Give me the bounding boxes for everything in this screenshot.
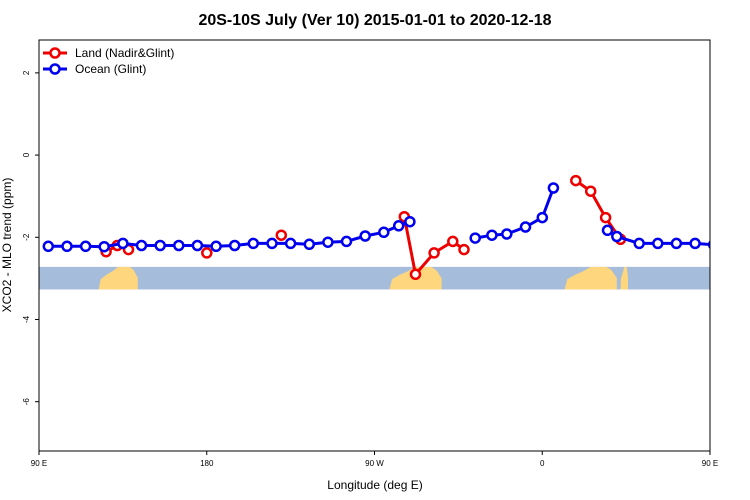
y-axis-label: XCO2 - MLO trend (ppm) — [0, 178, 14, 313]
series-line — [574, 179, 622, 241]
data-point — [670, 237, 683, 250]
y-tick-label: -2 — [22, 233, 31, 241]
data-point — [61, 240, 73, 253]
legend: Land (Nadir&Glint) Ocean (Glint) — [43, 46, 174, 76]
data-point — [201, 247, 213, 259]
data-point — [601, 224, 614, 237]
data-point — [392, 220, 405, 232]
x-tick-label: 0 — [540, 459, 545, 468]
data-point — [570, 174, 582, 187]
data-point — [458, 243, 470, 256]
data-point — [547, 182, 560, 194]
data-point — [747, 241, 750, 250]
y-tick-label: 0 — [22, 152, 31, 157]
data-point — [359, 230, 371, 242]
legend-land-label: Land (Nadir&Glint) — [75, 46, 174, 60]
data-point — [340, 235, 353, 248]
data-point — [322, 236, 334, 248]
data-point — [228, 239, 241, 252]
data-point — [191, 239, 204, 252]
data-point — [79, 240, 92, 253]
data-point — [378, 226, 390, 239]
data-point — [210, 240, 222, 253]
data-point — [633, 237, 645, 250]
data-point — [611, 230, 623, 243]
data-point — [266, 237, 278, 250]
data-point — [154, 239, 166, 252]
data-point — [275, 229, 288, 241]
data-point — [599, 211, 612, 224]
y-axis: 2 0 -2 -4 -6 — [22, 70, 39, 405]
legend-ocean-marker — [49, 63, 61, 75]
x-tick-label: 180 — [200, 459, 214, 468]
ocean-band — [39, 266, 710, 290]
data-point — [135, 239, 148, 252]
data-point — [409, 268, 422, 281]
land-patch — [564, 266, 617, 290]
series-line — [606, 229, 710, 246]
data-point — [98, 240, 110, 253]
x-axis-label: Longitude (deg E) — [327, 478, 422, 492]
data-point — [284, 237, 297, 250]
data-point — [247, 237, 260, 250]
data-point — [173, 239, 185, 252]
data-point — [469, 232, 481, 244]
legend-land-marker — [49, 47, 61, 59]
x-tick-label: 90 E — [702, 459, 718, 468]
data-point — [428, 247, 440, 259]
chart-title: 20S-10S July (Ver 10) 2015-01-01 to 2020… — [198, 12, 551, 29]
legend-ocean-label: Ocean (Glint) — [75, 62, 146, 76]
data-point — [519, 221, 532, 233]
data-point — [42, 240, 55, 253]
data-point — [404, 215, 416, 228]
y-tick-label: -6 — [22, 398, 31, 406]
y-tick-label: -4 — [22, 315, 31, 323]
data-point — [536, 211, 549, 224]
data-point — [303, 238, 316, 251]
data-point — [117, 237, 129, 250]
x-tick-label: 90 W — [365, 459, 384, 468]
data-point — [652, 237, 664, 250]
land-patch — [98, 266, 138, 290]
y-tick-label: 2 — [22, 70, 31, 75]
series-ocean — [42, 182, 750, 253]
data-point — [728, 242, 737, 251]
data-point — [447, 235, 459, 248]
data-point — [486, 229, 498, 241]
series-land — [100, 174, 627, 281]
x-axis: 90 E 180 90 W 0 90 E — [31, 451, 718, 468]
x-tick-label: 90 E — [31, 459, 47, 468]
map-band — [39, 266, 710, 290]
data-point — [584, 185, 597, 197]
data-point — [707, 240, 710, 250]
land-patch — [620, 266, 628, 290]
data-point — [689, 237, 701, 250]
data-point — [501, 228, 513, 240]
series-layer — [42, 174, 750, 281]
